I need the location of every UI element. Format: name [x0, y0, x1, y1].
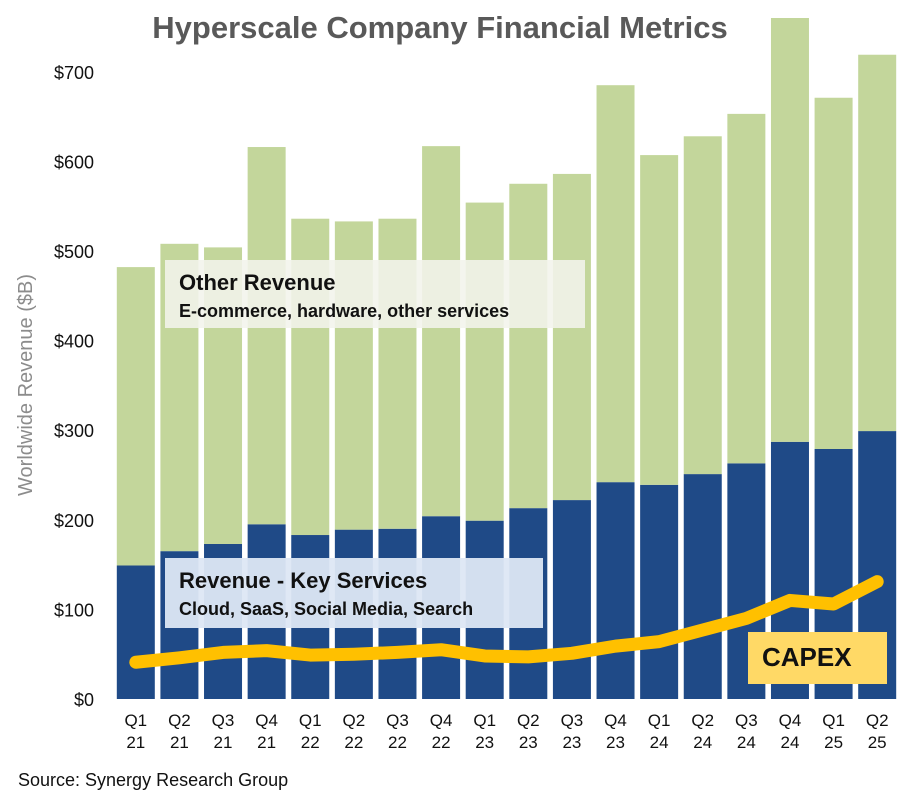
bar: [683, 136, 722, 475]
bar: [596, 85, 635, 483]
bar: [640, 484, 679, 699]
x-tick-label: Q2 25: [865, 711, 889, 752]
x-tick-label: Q1 21: [124, 711, 148, 752]
bar: [116, 267, 155, 566]
x-tick-label: Q3 21: [211, 711, 235, 752]
y-tick-label: $700: [54, 63, 94, 83]
x-tick-label: Q2 22: [342, 711, 366, 752]
legend-box-bg: [165, 260, 585, 328]
x-tick-label: Q2 24: [691, 711, 715, 752]
source: Source: Synergy Research Group: [18, 770, 288, 790]
bar: [422, 146, 461, 517]
bar: [814, 97, 853, 450]
y-axis-label: Worldwide Revenue ($B): [15, 274, 37, 496]
y-tick-label: $100: [54, 600, 94, 620]
x-tick-label: Q3 23: [560, 711, 584, 752]
chart-title: Hyperscale Company Financial Metrics: [152, 10, 727, 45]
bar: [552, 500, 591, 699]
y-tick-label: $500: [54, 242, 94, 262]
x-tick-label: Q1 23: [473, 711, 497, 752]
x-tick-label: Q4 23: [604, 711, 627, 752]
x-tick-label: Q2 21: [168, 711, 191, 752]
y-tick-label: $600: [54, 152, 94, 172]
bar: [727, 113, 766, 464]
bar: [465, 202, 504, 521]
x-tick-label: Q2 23: [516, 711, 540, 752]
line: [129, 575, 884, 669]
legend-title: CAPEX: [762, 642, 852, 672]
legend-box-bg: [165, 558, 543, 628]
x-tick-label: Q3 22: [386, 711, 409, 752]
x-tick-label: Q3 24: [735, 711, 758, 752]
y-tick-label: $400: [54, 332, 94, 352]
x-tick-label: Q1 25: [822, 711, 845, 752]
legend-box-bg: [748, 632, 887, 684]
bar: [596, 482, 635, 699]
bar: [116, 565, 155, 699]
y-tick-label: $0: [74, 690, 94, 710]
legend-box: Revenue - Key Services Cloud, SaaS, Socia…: [165, 558, 543, 628]
legend-desc: Cloud, SaaS, Social Media, Search: [179, 599, 473, 619]
bar: [770, 18, 809, 442]
y-tick-label: $200: [54, 511, 94, 531]
bar: [509, 183, 548, 509]
legend-box: Other Revenue E-commerce, hardware, other…: [165, 260, 585, 328]
x-tick-label: Q4 22: [429, 711, 453, 752]
legend-title: Revenue - Key Services: [179, 568, 427, 593]
x-tick-label: Q4 24: [778, 711, 802, 752]
bar: [858, 54, 897, 432]
bar: [247, 147, 286, 525]
bar: [683, 474, 722, 699]
x-tick-label: Q1 22: [298, 711, 322, 752]
x-tick-label: Q1 24: [647, 711, 671, 752]
legend-title: Other Revenue: [179, 270, 336, 295]
bar: [640, 155, 679, 485]
legend-box: CAPEX: [748, 632, 887, 684]
y-tick-label: $300: [54, 421, 94, 441]
bar: [552, 173, 591, 501]
legend-desc: E-commerce, hardware, other services: [179, 301, 509, 321]
x-tick-label: Q4 21: [255, 711, 278, 752]
